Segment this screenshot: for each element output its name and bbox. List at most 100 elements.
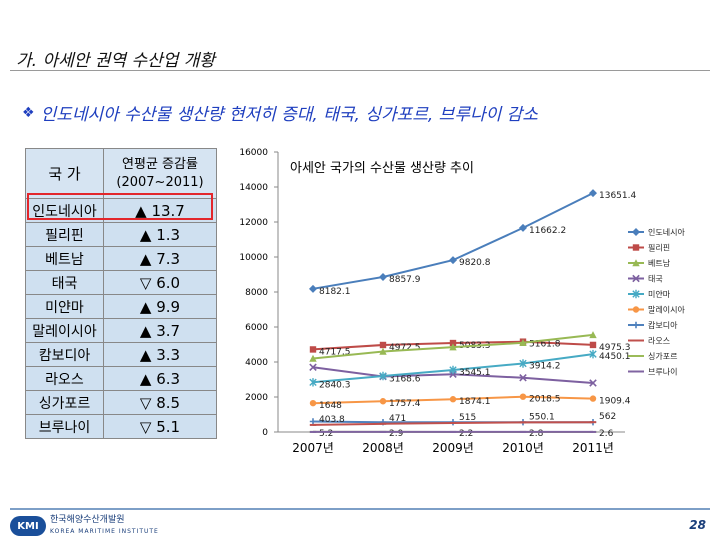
data-point-1-5 (589, 189, 597, 198)
kmi-logo: KMI (10, 516, 46, 536)
data-point-1-2 (379, 272, 387, 281)
rate-value: 6.3 (156, 369, 181, 388)
data-point-5-1 (309, 378, 317, 387)
rate-cell: ▽ 5.1 (103, 414, 217, 439)
legend-label: 말레이시아 (648, 305, 685, 315)
table-row: 싱가포르 ▽ 8.5 (25, 390, 217, 415)
country-cell: 라오스 (25, 366, 104, 391)
data-label: 2.8 (529, 429, 544, 439)
rate-value: 3.7 (156, 321, 181, 340)
data-label: 1648 (319, 401, 342, 411)
data-label: 9820.8 (459, 258, 491, 268)
legend-label: 싱가포르 (648, 351, 677, 361)
legend-marker-5 (632, 289, 640, 299)
country-cell: 태국 (25, 270, 104, 295)
legend-label: 베트남 (648, 259, 671, 268)
org-name-ko: 한국해양수산개발원 (50, 515, 125, 525)
change-sign: ▲ (139, 297, 152, 316)
data-label: 2.9 (389, 429, 404, 439)
legend-label: 필리핀 (648, 243, 670, 253)
x-tick-label: 2010년 (502, 441, 544, 455)
data-point-2-3 (449, 339, 457, 347)
legend-marker-1 (632, 228, 640, 236)
data-label: 8182.1 (319, 287, 351, 297)
legend-marker-4 (632, 274, 640, 283)
data-point-1-1 (309, 284, 317, 293)
data-point-3-5 (589, 331, 597, 339)
table-row: 베트남 ▲ 7.3 (25, 246, 217, 271)
change-sign: ▽ (139, 417, 152, 436)
data-label: 3168.6 (389, 375, 421, 385)
y-tick-label: 6000 (245, 323, 268, 333)
data-label: 4975.3 (599, 343, 631, 353)
legend-marker-2 (632, 244, 640, 251)
rate-cell: ▲ 9.9 (103, 294, 217, 319)
x-tick-label: 2008년 (362, 441, 404, 455)
table-row: 라오스 ▲ 6.3 (25, 366, 217, 391)
subtitle: ❖ 인도네시아 수산물 생산량 현저히 증대, 태국, 싱가포르, 브루나이 감… (22, 100, 538, 126)
data-point-3-2 (379, 347, 387, 355)
y-tick-label: 10000 (239, 253, 268, 263)
data-point-6-4 (519, 393, 527, 400)
country-cell: 필리핀 (25, 222, 104, 247)
legend-label: 태국 (648, 275, 663, 284)
data-label: 550.1 (529, 412, 555, 422)
table-row: 브루나이 ▽ 5.1 (25, 414, 217, 439)
legend-label: 인도네시아 (648, 227, 685, 237)
y-tick-label: 4000 (245, 358, 268, 368)
data-label: 1909.4 (599, 397, 631, 407)
rate-value: 8.5 (156, 393, 181, 412)
chart-title: 아세안 국가의 수산물 생산량 추이 (290, 161, 474, 176)
page-title: 가. 아세안 권역 수산업 개황 (16, 51, 216, 71)
data-label: 3914.2 (529, 362, 561, 372)
legend-label: 미얀마 (648, 289, 671, 299)
subtitle-text: 인도네시아 수산물 생산량 현저히 증대, 태국, 싱가포르, 브루나이 감소 (40, 105, 538, 125)
data-label: 2.2 (459, 429, 473, 439)
change-sign: ▲ (139, 225, 152, 244)
growth-rate-table: 국 가 연평균 증감률 (2007~2011) 인도네시아 ▲ 13.7 필리핀 ▲ … (25, 148, 217, 439)
data-label: 8857.9 (389, 275, 421, 285)
data-label: 3545.1 (459, 368, 491, 378)
series-line-1 (312, 192, 594, 290)
title-divider (10, 70, 710, 71)
data-point-2-1 (309, 346, 317, 353)
change-sign: ▽ (139, 273, 152, 292)
data-label: 515 (459, 413, 476, 423)
change-sign: ▲ (139, 369, 152, 388)
legend-label: 캄보디아 (648, 320, 678, 330)
rate-cell: ▲ 6.3 (103, 366, 217, 391)
data-point-5-4 (519, 359, 527, 368)
country-cell: 미얀마 (25, 294, 104, 319)
data-label: 5.2 (319, 429, 333, 439)
country-cell: 브루나이 (25, 414, 104, 439)
rate-cell: ▲ 1.3 (103, 222, 217, 247)
data-label: 562 (599, 412, 616, 422)
table-row: 캄보디아 ▲ 3.3 (25, 342, 217, 367)
y-tick-label: 2000 (245, 393, 268, 403)
data-label: 5161.8 (529, 340, 561, 350)
table-row: 말레이시아 ▲ 3.7 (25, 318, 217, 343)
data-point-1-3 (449, 256, 457, 265)
table-header-rate: 연평균 증감률 (2007~2011) (103, 148, 217, 199)
footer-divider (10, 508, 710, 510)
data-label: 4450.1 (599, 352, 631, 362)
rate-value: 1.3 (156, 225, 181, 244)
data-point-1-4 (519, 223, 527, 232)
data-point-5-3 (449, 365, 457, 375)
org-name-en: KOREA MARITIME INSTITUTE (50, 528, 159, 535)
legend-marker-6 (632, 306, 640, 313)
change-sign: ▲ (139, 249, 152, 268)
rate-cell: ▲ 3.3 (103, 342, 217, 367)
table-row: 미얀마 ▲ 9.9 (25, 294, 217, 319)
diamond-bullet-icon: ❖ (22, 104, 35, 121)
data-label: 2.6 (599, 429, 614, 439)
data-label: 2018.5 (529, 395, 561, 405)
rate-value: 9.9 (156, 297, 181, 316)
country-cell: 싱가포르 (25, 390, 104, 415)
change-sign: ▽ (139, 393, 152, 412)
x-tick-label: 2011년 (572, 441, 614, 455)
data-point-4-5 (589, 379, 597, 387)
legend-label: 브루나이 (648, 367, 677, 377)
rate-cell: ▽ 8.5 (103, 390, 217, 415)
